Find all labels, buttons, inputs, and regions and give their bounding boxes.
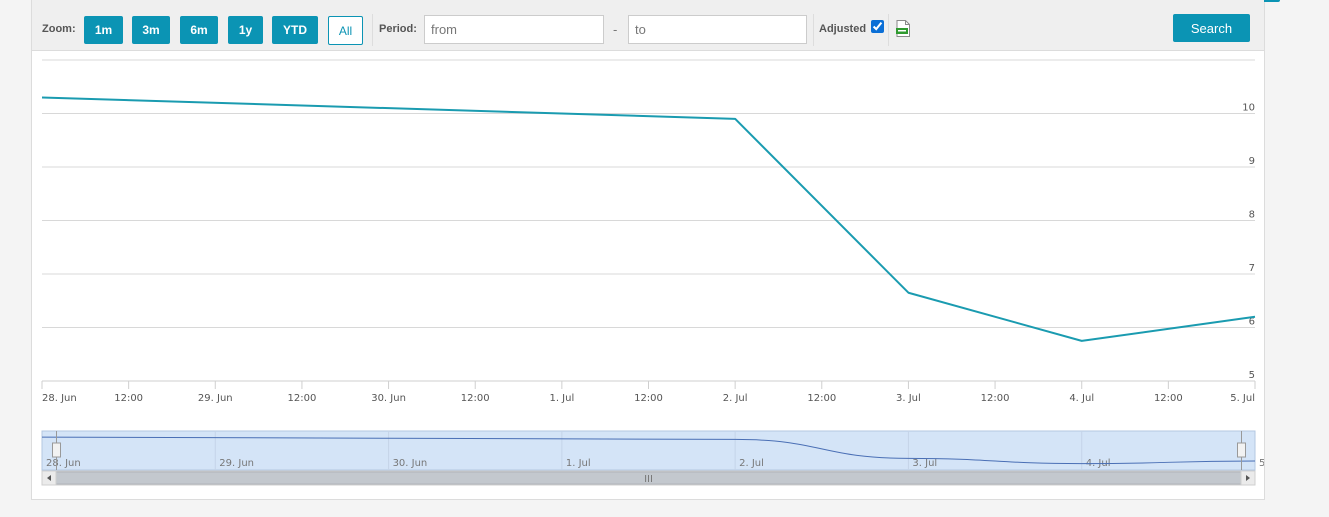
- x-tick-label: 12:00: [288, 393, 317, 404]
- period-to-input[interactable]: [628, 15, 807, 44]
- divider: [372, 14, 373, 46]
- price-point[interactable]: [1253, 314, 1258, 319]
- navigator-tick-label: 3. Jul: [912, 458, 937, 469]
- navigator-tick-label: 2. Jul: [739, 458, 764, 469]
- navigator-tick-label: 5. Jul: [1259, 458, 1264, 469]
- chevron-right-icon: [1246, 475, 1250, 481]
- price-chart: 5 6 7 8 9 10 28. Jun 12:00 29. Jun 12:00 30. Jun 12…: [40, 59, 1264, 486]
- x-tick-label: 12:00: [634, 393, 663, 404]
- zoom-1y-button[interactable]: 1y: [228, 16, 263, 44]
- navigator-series-line: [41, 436, 1256, 465]
- chevron-left-icon: [47, 475, 51, 481]
- y-tick-label: 6: [1249, 317, 1255, 328]
- x-tick-label: 30. Jun: [371, 393, 406, 404]
- zoom-6m-button[interactable]: 6m: [180, 16, 218, 44]
- adjusted-checkbox[interactable]: [871, 20, 884, 33]
- y-tick-label: 8: [1249, 210, 1255, 221]
- zoom-ytd-button[interactable]: YTD: [272, 16, 318, 44]
- y-tick-label: 9: [1249, 156, 1255, 167]
- price-point[interactable]: [40, 95, 45, 100]
- price-point[interactable]: [1079, 338, 1084, 343]
- chart-toolbar: Zoom: 1m 3m 6m 1y YTD All Period: - Adju…: [32, 0, 1264, 51]
- csv-file-icon[interactable]: [896, 20, 910, 37]
- period-label: Period:: [379, 23, 417, 35]
- x-tick-label: 2. Jul: [723, 393, 748, 404]
- x-tick-label: 12:00: [461, 393, 490, 404]
- navigator-tick-label: 30. Jun: [393, 458, 428, 469]
- search-button[interactable]: Search: [1173, 14, 1250, 42]
- y-tick-label: 5: [1249, 370, 1255, 381]
- divider: [813, 14, 814, 46]
- x-tick-label: 12:00: [114, 393, 143, 404]
- x-tick-label: 4. Jul: [1069, 393, 1094, 404]
- price-series-line: [41, 96, 1256, 342]
- zoom-3m-button[interactable]: 3m: [132, 16, 170, 44]
- x-tick-label: 1. Jul: [549, 393, 574, 404]
- scrollbar-grip: III: [644, 474, 653, 485]
- zoom-all-button[interactable]: All: [328, 16, 363, 45]
- x-tick-label: 5. Jul: [1230, 393, 1255, 404]
- zoom-1m-button[interactable]: 1m: [84, 16, 123, 44]
- x-tick-label: 29. Jun: [198, 393, 233, 404]
- divider: [888, 14, 889, 46]
- period-separator: -: [613, 22, 618, 37]
- navigator-tick-label: 28. Jun: [46, 458, 81, 469]
- x-tick-label: 12:00: [1154, 393, 1183, 404]
- navigator-tick-label: 1. Jul: [566, 458, 591, 469]
- price-point[interactable]: [733, 116, 738, 121]
- chart-panel: Zoom: 1m 3m 6m 1y YTD All Period: - Adju…: [31, 0, 1280, 500]
- zoom-label: Zoom:: [42, 23, 76, 35]
- navigator-tick-label: 29. Jun: [219, 458, 254, 469]
- adjusted-label: Adjusted: [819, 23, 867, 35]
- x-tick-label: 12:00: [981, 393, 1010, 404]
- y-tick-label: 7: [1249, 263, 1255, 274]
- x-tick-label: 28. Jun: [42, 393, 77, 404]
- navigator-left-handle[interactable]: [52, 442, 61, 458]
- price-point[interactable]: [906, 290, 911, 295]
- navigator-right-handle[interactable]: [1237, 442, 1246, 458]
- x-tick-label: 3. Jul: [896, 393, 921, 404]
- period-from-input[interactable]: [424, 15, 604, 44]
- y-tick-label: 10: [1242, 103, 1255, 114]
- x-tick-label: 12:00: [807, 393, 836, 404]
